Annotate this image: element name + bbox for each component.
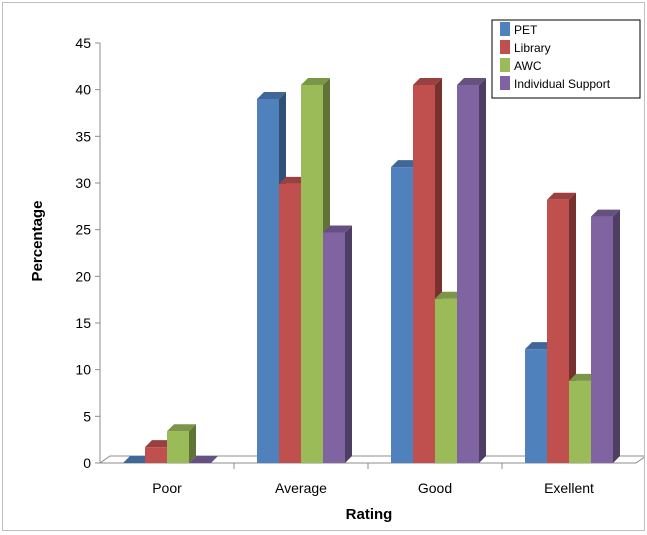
bar-side — [345, 225, 352, 463]
bar-front — [323, 232, 345, 463]
bar-top — [323, 225, 352, 233]
tick-labels: 0 5 10 15 20 25 30 35 40 45 Poor Average Good Exellen… — [75, 35, 594, 496]
bar-side — [189, 424, 196, 463]
bar-top — [391, 160, 420, 168]
bar — [167, 424, 196, 463]
legend-label: Individual Support — [514, 77, 611, 91]
y-tick-label: 35 — [75, 128, 91, 144]
legend-swatch — [500, 40, 510, 54]
y-tick-label: 40 — [75, 82, 91, 98]
bar-top — [457, 78, 486, 85]
bar — [323, 225, 352, 463]
bar-front — [547, 199, 569, 464]
bar-top — [301, 78, 330, 85]
y-tick-label: 45 — [75, 35, 91, 51]
legend-swatch — [500, 76, 510, 90]
legend-label: PET — [514, 23, 538, 37]
bar-chart: 0 5 10 15 20 25 30 35 40 45 Poor Average Good Exellen… — [29, 19, 647, 523]
bar-top — [547, 192, 576, 200]
y-tick-label: 15 — [75, 315, 91, 331]
y-tick-label: 25 — [75, 222, 91, 238]
bars — [123, 78, 620, 464]
bar — [123, 456, 152, 463]
bar-front — [525, 349, 547, 463]
y-tick-label: 10 — [75, 362, 91, 378]
x-tick-label: Exellent — [544, 480, 594, 496]
bar-top — [525, 342, 554, 350]
bar-front — [569, 380, 591, 463]
x-tick-label: Average — [275, 480, 327, 496]
bar-top — [591, 209, 620, 217]
bar-top — [145, 440, 174, 448]
y-tick-label: 30 — [75, 175, 91, 191]
x-axis-title: Rating — [346, 506, 393, 523]
bar-side — [479, 78, 486, 463]
y-tick-label: 0 — [83, 455, 91, 471]
y-tick-label: 5 — [83, 408, 91, 424]
bar-front — [435, 298, 457, 463]
bar-side — [613, 209, 620, 463]
x-tick-label: Good — [418, 480, 452, 496]
bar-front — [457, 85, 479, 463]
bar-front — [301, 85, 323, 463]
bar — [189, 456, 218, 463]
legend-swatch — [500, 58, 510, 72]
bar-top — [257, 92, 286, 99]
legend-label: Library — [514, 41, 551, 55]
bar-front — [591, 216, 613, 463]
bar-front — [279, 183, 301, 463]
legend-swatch — [500, 22, 510, 36]
bar-top — [167, 424, 196, 432]
bar-front — [145, 447, 167, 463]
bar-top — [435, 291, 464, 299]
bar-top — [189, 456, 218, 463]
legend-label: AWC — [514, 59, 542, 73]
bar-front — [257, 99, 279, 463]
bar-front — [167, 431, 189, 463]
y-tick-label: 20 — [75, 268, 91, 284]
bar — [591, 209, 620, 463]
x-tick-label: Poor — [152, 480, 182, 496]
bar-front — [391, 167, 413, 463]
bar-top — [569, 373, 598, 381]
bar — [457, 78, 486, 463]
bar-top — [413, 78, 442, 85]
bar-front — [413, 85, 435, 463]
bar-top — [123, 456, 152, 463]
legend-box — [491, 19, 641, 99]
legend: PET Library AWC Individual Support — [491, 19, 641, 99]
bar-top — [279, 176, 308, 184]
y-axis-title: Percentage — [29, 201, 46, 282]
